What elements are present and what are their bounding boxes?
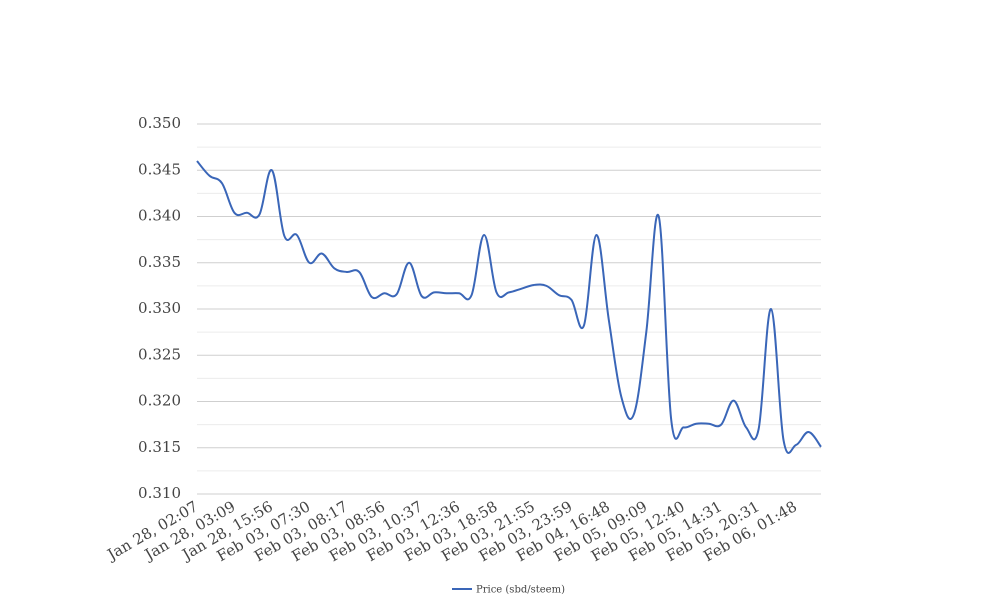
y-tick-label: 0.320 <box>138 392 181 410</box>
y-tick-label: 0.345 <box>138 160 181 178</box>
y-tick-label: 0.315 <box>138 438 181 456</box>
price-line <box>196 160 822 454</box>
y-tick-label: 0.340 <box>138 207 181 225</box>
y-tick-label: 0.310 <box>138 484 181 502</box>
y-tick-label: 0.325 <box>138 345 181 363</box>
y-tick-label: 0.330 <box>138 299 181 317</box>
legend-label: Price (sbd/steem) <box>476 585 565 596</box>
y-tick-label: 0.335 <box>138 253 181 271</box>
y-tick-label: 0.350 <box>138 114 181 132</box>
